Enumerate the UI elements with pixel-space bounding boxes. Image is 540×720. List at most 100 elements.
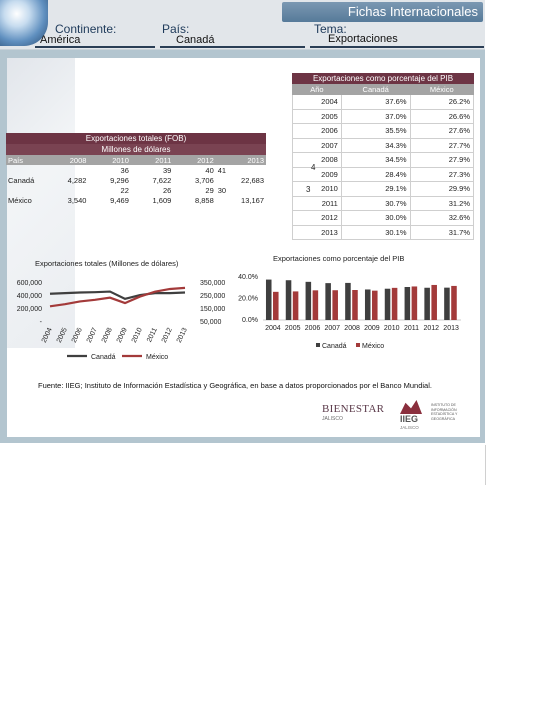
bar bbox=[325, 283, 331, 320]
bienestar-logo-text: BIENESTAR bbox=[322, 403, 385, 415]
y-tick-label: 600,000 bbox=[17, 280, 42, 287]
table-row: 2004 37.6% 26.2% bbox=[292, 94, 475, 110]
table-cell: 2007 bbox=[292, 137, 342, 153]
table-cell: 31.2% bbox=[409, 195, 475, 211]
bar-chart: Exportaciones como porcentaje del PIB 40.… bbox=[238, 254, 461, 350]
table-row: 2010 29.1% 29.9% bbox=[292, 181, 475, 197]
table-cell: 37.6% bbox=[340, 94, 411, 110]
x-tick-label: 2005 bbox=[56, 327, 69, 344]
table-cell: 2004 bbox=[292, 94, 342, 110]
table-cell: 9,469 bbox=[110, 195, 129, 205]
series-line bbox=[49, 286, 186, 308]
line-chart: Exportaciones totales (Millones de dólar… bbox=[17, 259, 226, 361]
continente-underline bbox=[35, 46, 155, 48]
legend-label: México bbox=[146, 354, 168, 361]
bar bbox=[404, 286, 411, 320]
table-cell: 26.2% bbox=[409, 94, 475, 110]
banner-bar bbox=[282, 2, 483, 22]
bienestar-logo: BIENESTAR JALISCO bbox=[322, 403, 385, 433]
continente-value: América bbox=[40, 34, 81, 46]
bar bbox=[292, 291, 299, 320]
bar bbox=[451, 285, 457, 320]
pib-table-title: Exportaciones como porcentaje del PIB bbox=[292, 73, 474, 84]
table-cell: 3,706 bbox=[194, 175, 214, 185]
table-cell: 7,622 bbox=[152, 175, 172, 185]
table-cell: 30.7% bbox=[340, 195, 411, 211]
table-cell: 36 bbox=[120, 165, 129, 175]
pib-table-header: Año Canadá México bbox=[292, 84, 475, 95]
table-row: 36 39 40 41 bbox=[6, 165, 266, 175]
bar bbox=[391, 287, 398, 320]
globe-icon bbox=[0, 0, 48, 46]
pais-value: Canadá bbox=[176, 34, 215, 46]
table-cell: 32.6% bbox=[409, 210, 475, 226]
y-tick-label: - bbox=[40, 319, 43, 326]
export-table-subtitle: Millones de dólares bbox=[6, 144, 266, 155]
bar bbox=[305, 281, 312, 320]
x-tick-label: 2012 bbox=[424, 325, 440, 332]
table-row: México 3,540 9,469 1,609 8,858 13,167 bbox=[6, 195, 266, 205]
legend-label: México bbox=[362, 343, 384, 350]
side-mark: 3 bbox=[306, 185, 311, 194]
iieg-logo-text: IIEG bbox=[400, 414, 419, 424]
bar bbox=[411, 286, 418, 320]
table-cell: 40 bbox=[205, 165, 214, 175]
table-cell: 2010 bbox=[292, 181, 342, 197]
table-cell: 34.3% bbox=[340, 137, 411, 153]
table-cell: 27.3% bbox=[409, 166, 475, 182]
table-cell: 26 bbox=[162, 185, 172, 195]
tema-underline bbox=[310, 46, 484, 48]
table-row: 2012 30.0% 32.6% bbox=[292, 210, 475, 226]
column-header: 2012 bbox=[197, 155, 214, 165]
table-cell: 2005 bbox=[292, 108, 342, 124]
bar bbox=[424, 287, 430, 320]
x-tick-label: 2009 bbox=[364, 325, 380, 332]
table-row: 22 26 29 30 bbox=[6, 185, 266, 195]
y2-tick-label: 250,000 bbox=[200, 293, 225, 300]
y-tick-label: 0.0% bbox=[242, 317, 258, 324]
y-tick-label: 400,000 bbox=[17, 293, 42, 300]
x-tick-label: 2008 bbox=[101, 327, 114, 344]
table-cell: 27.6% bbox=[409, 123, 475, 139]
row-label: México bbox=[8, 195, 32, 205]
table-row: 2008 34.5% 27.9% bbox=[292, 152, 475, 168]
table-cell: 37.0% bbox=[340, 108, 411, 124]
table-cell: 2006 bbox=[292, 123, 342, 139]
x-tick-label: 2006 bbox=[71, 327, 84, 344]
table-cell: 8,858 bbox=[194, 195, 214, 205]
legend-swatch bbox=[316, 343, 320, 347]
y-tick-label: 20.0% bbox=[238, 296, 258, 303]
x-tick-label: 2007 bbox=[325, 325, 341, 332]
table-cell: 2009 bbox=[292, 166, 342, 182]
x-tick-label: 2010 bbox=[131, 327, 144, 344]
y-tick-label: 200,000 bbox=[17, 306, 42, 313]
legend-swatch bbox=[356, 343, 360, 347]
table-row: 2009 28.4% 27.3% bbox=[292, 166, 475, 182]
table-row: 2007 34.3% 27.7% bbox=[292, 137, 475, 153]
table-cell: 2011 bbox=[292, 195, 342, 211]
table-cell: 1,609 bbox=[152, 195, 172, 205]
bar bbox=[312, 290, 319, 320]
pib-table: Exportaciones como porcentaje del PIB Añ… bbox=[292, 73, 475, 240]
table-cell: 2012 bbox=[292, 210, 342, 226]
table-cell: 13,167 bbox=[241, 195, 264, 205]
x-tick-label: 2004 bbox=[41, 327, 54, 344]
bienestar-logo-sub: JALISCO bbox=[322, 416, 343, 422]
table-cell: 29.1% bbox=[340, 181, 411, 197]
column-header: País bbox=[8, 155, 24, 165]
iieg-logo: IIEG JALISCO INSTITUTO DE INFORMACIÓN ES… bbox=[398, 400, 478, 434]
side-mark: 4 bbox=[311, 163, 316, 172]
table-cell: 28.4% bbox=[340, 166, 411, 182]
table-row: 2005 37.0% 26.6% bbox=[292, 108, 475, 124]
table-cell: 26.6% bbox=[409, 108, 475, 124]
row-label: Canadá bbox=[8, 175, 35, 185]
iieg-logo-sub: JALISCO bbox=[400, 425, 419, 430]
bar bbox=[372, 290, 378, 320]
iieg-mark-icon bbox=[400, 400, 422, 414]
bar bbox=[332, 290, 338, 320]
bar bbox=[273, 291, 279, 320]
table-cell: 39 bbox=[162, 165, 172, 175]
x-tick-label: 2005 bbox=[285, 325, 301, 332]
table-cell: 27.7% bbox=[409, 137, 475, 153]
chart-title: Exportaciones como porcentaje del PIB bbox=[273, 254, 404, 263]
